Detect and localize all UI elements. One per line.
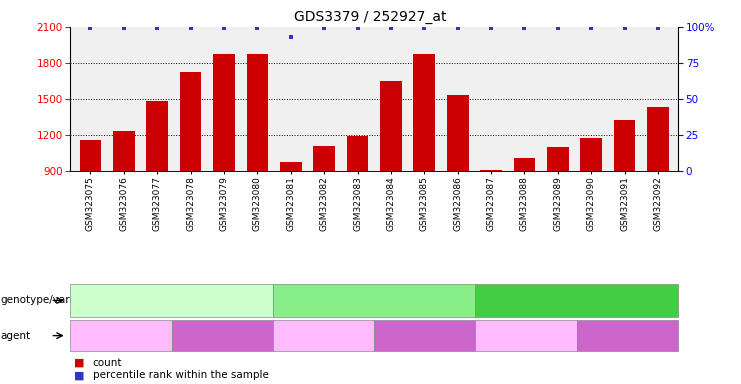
Bar <box>647 107 669 171</box>
Text: gun5 mutant: gun5 mutant <box>540 295 613 306</box>
Text: ■: ■ <box>74 358 84 368</box>
Bar <box>79 140 102 171</box>
Text: norflurazon: norflurazon <box>190 331 254 341</box>
Bar <box>447 95 468 171</box>
Text: control: control <box>507 331 545 341</box>
Bar <box>180 73 202 171</box>
Text: GDS3379 / 252927_at: GDS3379 / 252927_at <box>294 10 447 23</box>
Text: norflurazon: norflurazon <box>393 331 457 341</box>
Bar <box>113 131 135 171</box>
Text: count: count <box>93 358 122 368</box>
Bar <box>547 147 568 171</box>
Text: control: control <box>102 331 140 341</box>
Bar <box>146 101 168 171</box>
Text: ■: ■ <box>74 370 84 381</box>
Text: gun1-9 mutant: gun1-9 mutant <box>332 295 416 306</box>
Text: norflurazon: norflurazon <box>595 331 659 341</box>
Bar <box>280 162 302 171</box>
Text: genotype/variation: genotype/variation <box>1 295 100 306</box>
Text: control: control <box>305 331 343 341</box>
Bar <box>213 55 235 171</box>
Text: wild-type: wild-type <box>146 295 197 306</box>
Text: percentile rank within the sample: percentile rank within the sample <box>93 370 268 381</box>
Bar <box>480 170 502 171</box>
Bar <box>380 81 402 171</box>
Bar <box>580 139 602 171</box>
Bar <box>413 55 435 171</box>
Bar <box>614 121 636 171</box>
Bar <box>347 136 368 171</box>
Text: agent: agent <box>1 331 31 341</box>
Bar <box>514 158 535 171</box>
Bar <box>313 146 335 171</box>
Bar <box>247 55 268 171</box>
